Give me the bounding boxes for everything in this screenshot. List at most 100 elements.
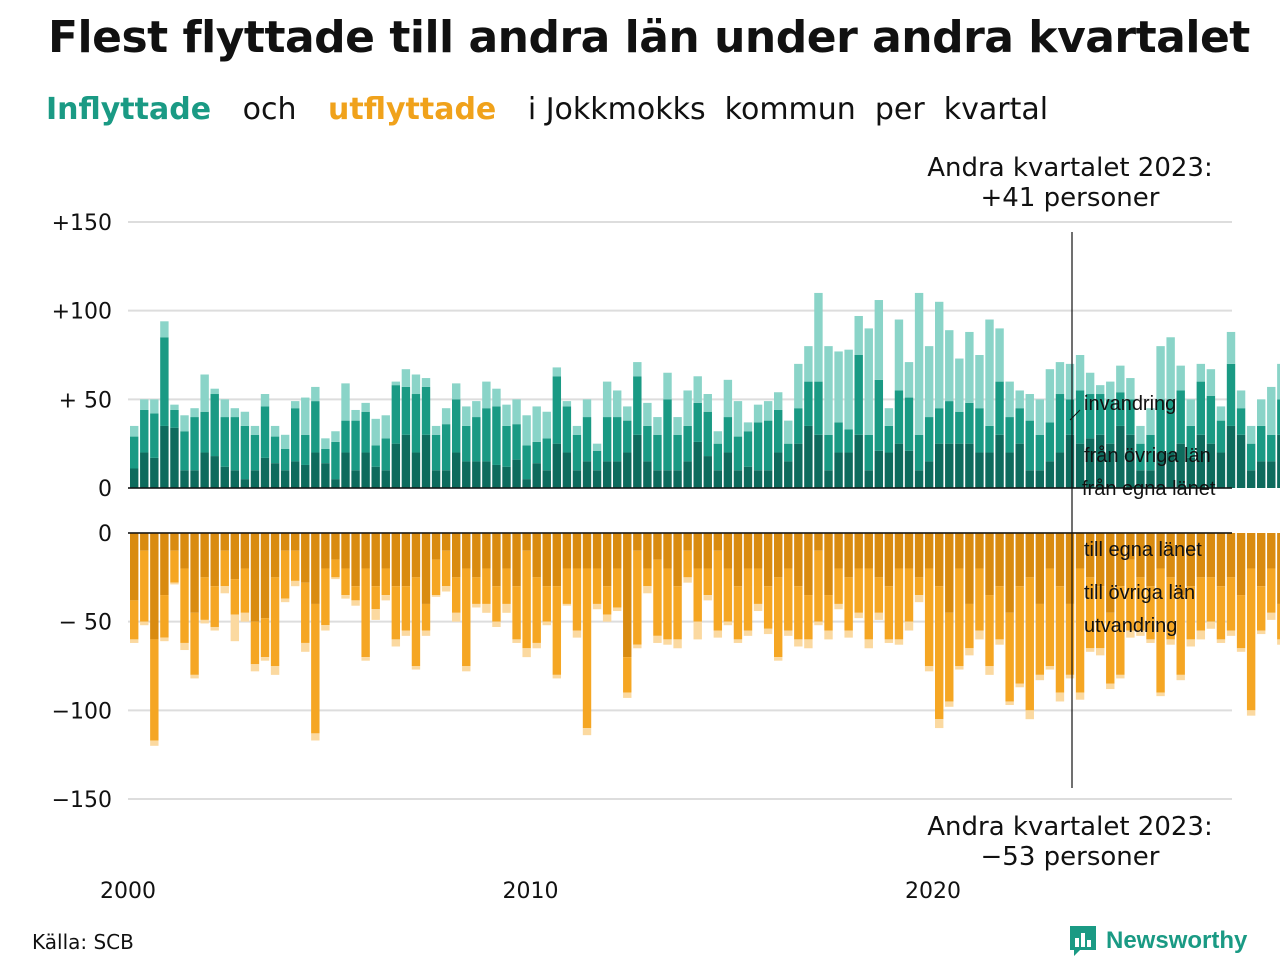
bar-out-1 (1267, 568, 1276, 613)
subtitle-rest: i Jokkmokks kommun per kvartal (527, 92, 1049, 127)
bar-out-0 (441, 533, 451, 551)
bar-in-0 (280, 470, 290, 488)
bar-out-0 (1257, 533, 1266, 587)
bar-out-1 (653, 559, 662, 636)
bar-out-2 (1136, 630, 1145, 636)
bar-in-2 (552, 367, 562, 377)
bar-in-1 (482, 408, 491, 462)
bar-out-1 (1136, 577, 1145, 631)
bar-out-0 (763, 533, 773, 587)
bar-in-0 (1196, 434, 1206, 488)
bar-out-0 (150, 533, 159, 640)
bar-out-2 (260, 657, 270, 661)
bar-out-1 (1277, 603, 1280, 640)
bar-out-1 (150, 639, 159, 741)
bar-in-1 (441, 424, 451, 471)
bar-out-2 (965, 648, 974, 656)
bar-in-2 (1186, 399, 1195, 426)
bar-in-0 (482, 461, 491, 488)
bar-in-1 (945, 401, 954, 444)
bar-out-0 (512, 533, 521, 587)
bar-in-1 (411, 394, 421, 453)
bar-out-2 (391, 639, 401, 647)
bar-in-0 (1246, 470, 1256, 488)
bar-in-1 (1015, 408, 1024, 444)
bar-out-1 (602, 586, 612, 615)
bar-in-1 (1226, 363, 1236, 426)
bar-in-0 (311, 452, 320, 488)
bar-out-2 (683, 577, 692, 583)
bar-in-2 (371, 418, 380, 446)
bar-out-0 (1176, 533, 1185, 596)
bar-out-2 (804, 639, 813, 649)
bar-out-2 (904, 621, 914, 631)
bar-out-2 (733, 639, 743, 643)
bar-out-2 (321, 625, 330, 631)
bar-in-0 (130, 468, 139, 488)
bar-in-1 (1045, 422, 1055, 462)
bar-out-1 (1236, 595, 1246, 649)
bar-out-2 (210, 626, 219, 631)
bar-in-2 (572, 425, 582, 435)
bar-in-2 (200, 374, 209, 412)
bar-in-1 (200, 411, 209, 453)
bar-out-0 (361, 533, 370, 569)
bar-in-1 (985, 425, 994, 453)
label-fran-egna-lanet: från egna länet (1082, 478, 1216, 500)
bar-in-0 (743, 466, 753, 488)
bar-in-0 (995, 434, 1004, 488)
chart-title: Flest flyttade till andra län under andr… (48, 12, 1250, 63)
bar-out-2 (401, 630, 411, 636)
bar-out-0 (844, 533, 853, 578)
bar-out-1 (341, 568, 350, 596)
bar-in-0 (1116, 425, 1125, 488)
bar-in-0 (945, 443, 954, 488)
bar-in-1 (824, 434, 833, 471)
bar-out-2 (250, 664, 260, 672)
logo-text: Newsworthy (1106, 927, 1248, 954)
bar-in-1 (522, 445, 531, 480)
bar-in-0 (1035, 470, 1045, 488)
bar-out-2 (1186, 639, 1195, 647)
bar-out-0 (733, 533, 743, 587)
bar-in-0 (854, 434, 863, 488)
bar-out-0 (1085, 533, 1095, 578)
bar-in-0 (140, 452, 149, 488)
bar-in-2 (703, 394, 712, 412)
bar-in-0 (1025, 470, 1034, 488)
bar-in-0 (1166, 452, 1175, 488)
bar-in-0 (904, 450, 914, 488)
bar-in-0 (542, 470, 551, 488)
bar-out-2 (794, 639, 803, 647)
bar-out-1 (562, 568, 572, 604)
bar-out-2 (582, 728, 592, 736)
bar-out-0 (1005, 533, 1014, 613)
bar-out-2 (552, 674, 562, 679)
y-tick-out: − 50 (59, 611, 112, 636)
bar-out-0 (874, 533, 884, 578)
bar-in-2 (985, 319, 994, 426)
bar-out-0 (834, 533, 843, 569)
bar-out-1 (1246, 568, 1256, 711)
bar-out-2 (280, 598, 290, 603)
bar-in-1 (210, 394, 219, 457)
bar-out-2 (180, 642, 189, 651)
bar-out-1 (1156, 568, 1165, 693)
bar-out-0 (582, 533, 592, 569)
bar-out-0 (140, 533, 149, 551)
label-till-ovriga-lan: till övriga län (1084, 582, 1195, 604)
bar-in-2 (1075, 355, 1085, 391)
bar-in-0 (924, 461, 934, 488)
bar-in-2 (210, 388, 219, 395)
bar-in-0 (391, 443, 401, 488)
bar-in-0 (1146, 470, 1155, 488)
bar-in-0 (975, 452, 984, 488)
bar-out-2 (914, 595, 924, 603)
bar-in-1 (914, 434, 924, 471)
bar-in-1 (1246, 443, 1256, 471)
bar-in-0 (774, 452, 783, 488)
bar-out-0 (613, 533, 622, 569)
bar-in-2 (462, 406, 471, 426)
bar-in-1 (341, 420, 350, 453)
bar-out-1 (794, 586, 803, 640)
